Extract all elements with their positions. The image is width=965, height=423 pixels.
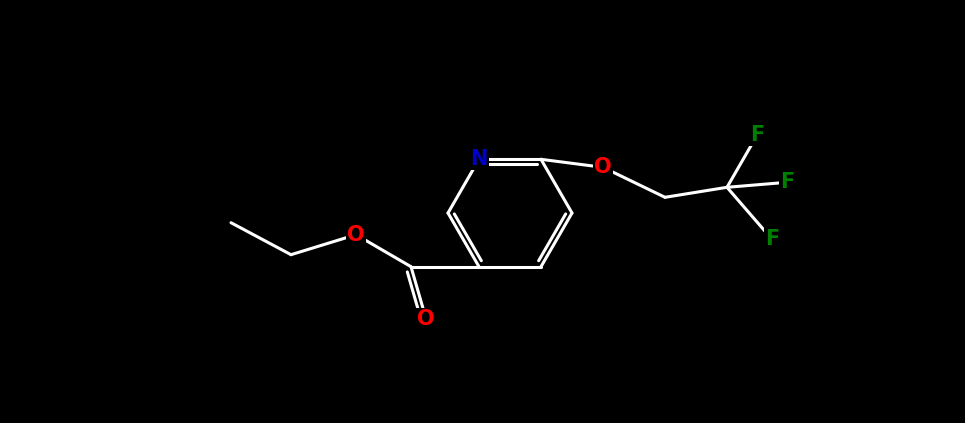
Text: O: O [417,309,435,329]
Text: N: N [470,149,487,169]
Text: F: F [765,229,779,249]
Text: F: F [780,172,794,192]
Text: F: F [750,125,764,146]
Text: O: O [347,225,365,244]
Text: O: O [594,157,612,177]
